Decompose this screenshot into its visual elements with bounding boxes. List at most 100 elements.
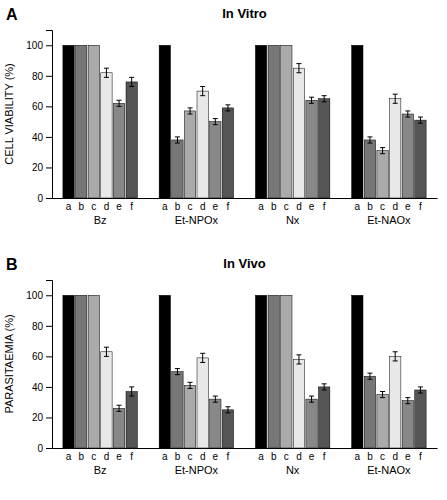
x-tick: Et-NAOx xyxy=(367,214,411,226)
error-bar-stem xyxy=(382,391,383,397)
error-bar-stem xyxy=(420,117,421,123)
error-bar xyxy=(104,68,109,77)
bar-category-label: f xyxy=(419,451,422,462)
error-bar-stem xyxy=(420,387,421,393)
y-tick-label: 20 xyxy=(32,412,44,423)
error-bar-cap xyxy=(309,402,314,403)
panel-label: B xyxy=(6,256,18,273)
error-bar-stem xyxy=(131,77,132,86)
bar-category-label: d xyxy=(296,201,302,212)
bar-category-label: e xyxy=(309,451,315,462)
error-bar-cap xyxy=(393,360,398,361)
bar xyxy=(377,395,388,448)
bar-category-label: f xyxy=(419,201,422,212)
bar xyxy=(172,372,183,448)
bar xyxy=(390,356,401,448)
group-label: Et-NAOx xyxy=(367,464,411,476)
error-bar-stem xyxy=(227,105,228,111)
error-bar-stem xyxy=(395,352,396,361)
bar-category-label: e xyxy=(405,201,411,212)
y-tick-mark xyxy=(46,137,52,138)
y-tick-mark xyxy=(46,295,52,296)
error-bar-cap xyxy=(175,368,180,369)
error-bar-cap xyxy=(225,412,230,413)
bar-category-label: b xyxy=(367,201,373,212)
error-bar-stem xyxy=(324,96,325,102)
bar xyxy=(63,45,74,198)
bar-category-label: f xyxy=(130,201,133,212)
error-bar-cap xyxy=(418,386,423,387)
error-bar-cap xyxy=(200,353,205,354)
bar-category-label: e xyxy=(309,201,315,212)
error-bar-cap xyxy=(104,356,109,357)
bar-category-label: c xyxy=(380,201,385,212)
error-bar-cap xyxy=(225,104,230,105)
error-bar xyxy=(225,105,230,111)
bar-category-label: a xyxy=(355,201,361,212)
y-axis-title: CELL VIABILITY (%) xyxy=(3,63,15,164)
y-tick-mark xyxy=(46,45,52,46)
bar xyxy=(293,68,304,198)
error-bar-stem xyxy=(215,119,216,125)
bar-category-label: b xyxy=(271,451,277,462)
bar xyxy=(352,295,363,448)
error-bar-cap xyxy=(405,110,410,111)
y-tick-mark xyxy=(46,326,52,327)
bar-category-label: f xyxy=(130,451,133,462)
bar xyxy=(113,408,124,448)
bars xyxy=(63,45,426,198)
bar-category-label: b xyxy=(78,451,84,462)
bar-category-label: b xyxy=(78,201,84,212)
x-tick: Et-NAOx xyxy=(367,464,411,476)
bar xyxy=(222,108,233,198)
bar-category-label: c xyxy=(380,451,385,462)
bar-category-label: e xyxy=(405,451,411,462)
bar-labels: abcdefabcdefabcdefabcdef xyxy=(66,201,422,212)
y-tick-mark xyxy=(46,356,52,357)
y-tick-mark xyxy=(46,387,52,388)
y-tick-mark xyxy=(46,448,52,449)
bar xyxy=(88,45,99,198)
error-bar-cap xyxy=(309,396,314,397)
error-bar-stem xyxy=(369,137,370,143)
error-bar-cap xyxy=(418,117,423,118)
error-bar-cap xyxy=(213,124,218,125)
group-label: Et-NPOx xyxy=(175,214,219,226)
error-bar xyxy=(367,137,372,143)
error-bar xyxy=(117,405,122,411)
bar-category-label: c xyxy=(284,201,289,212)
panel: AIn Vitro020406080100BzEt-NPOxNxEt-NAOxC… xyxy=(3,6,438,226)
bar-category-label: a xyxy=(355,451,361,462)
error-bar-stem xyxy=(298,64,299,73)
error-bar xyxy=(213,396,218,402)
bar-category-label: d xyxy=(296,451,302,462)
x-tick: Bz xyxy=(94,464,107,476)
bar-category-label: b xyxy=(175,451,181,462)
error-bar xyxy=(367,373,372,379)
bar xyxy=(197,358,208,448)
y-tick: 80 xyxy=(32,71,52,82)
y-axis-title: PARASITAEMIA (%) xyxy=(3,314,15,413)
error-bar xyxy=(225,407,230,413)
error-bar-cap xyxy=(418,123,423,124)
bar xyxy=(255,45,266,198)
x-tick: Bz xyxy=(94,214,107,226)
error-bar-cap xyxy=(367,143,372,144)
error-bar-cap xyxy=(322,389,327,390)
error-bar-cap xyxy=(129,396,134,397)
error-bar-cap xyxy=(418,393,423,394)
bar xyxy=(197,91,208,198)
error-bar-cap xyxy=(322,383,327,384)
plot: 020406080100BzEt-NPOxNxEt-NAOxPARASITAEM… xyxy=(3,281,438,476)
error-bar-cap xyxy=(367,379,372,380)
bar xyxy=(159,45,170,198)
bar xyxy=(281,295,292,448)
error-bar-cap xyxy=(129,86,134,87)
y-tick: 60 xyxy=(32,101,52,112)
error-bar-cap xyxy=(393,94,398,95)
bar xyxy=(210,399,221,448)
error-bar xyxy=(188,382,193,388)
error-bar-stem xyxy=(311,97,312,103)
error-bar xyxy=(104,347,109,356)
bar-category-label: c xyxy=(91,451,96,462)
